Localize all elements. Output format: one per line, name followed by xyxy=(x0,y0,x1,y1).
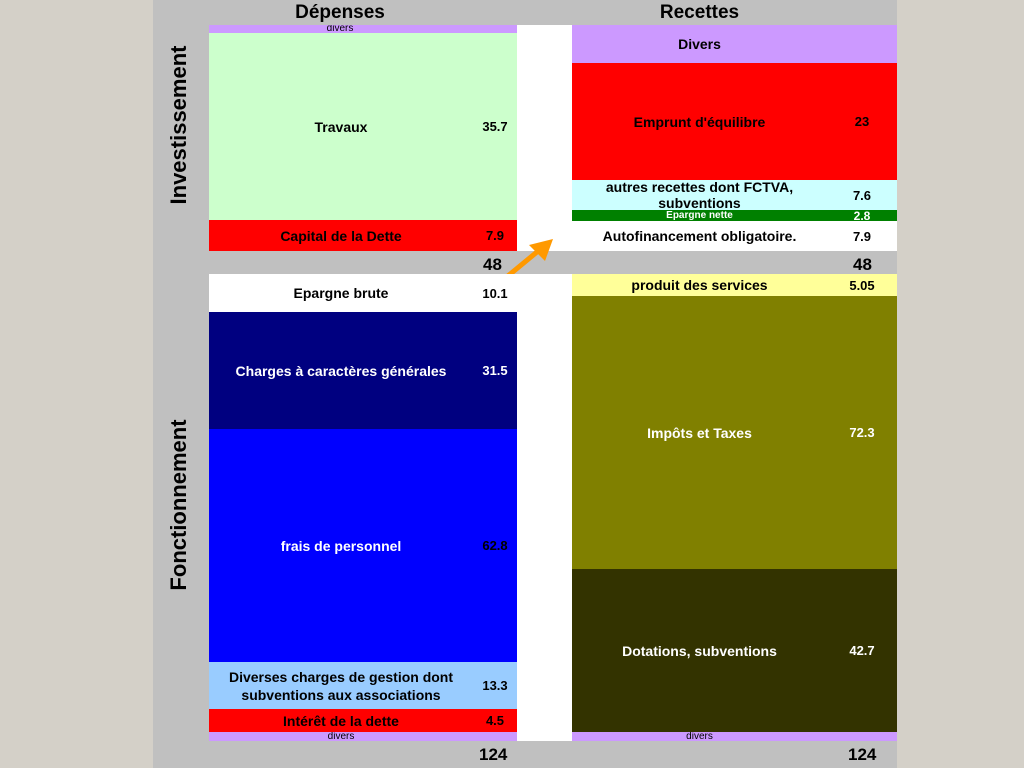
bar-segment: Epargne nette 2.8 xyxy=(572,210,897,221)
segment-label: Epargne brute xyxy=(293,285,389,301)
section-investissement: Investissement xyxy=(166,45,191,205)
bar-segment: divers xyxy=(209,732,517,741)
bar-segment: Autofinancement obligatoire. 7.9 xyxy=(572,221,897,251)
bar-segment: Epargne brute 10.1 xyxy=(209,274,517,312)
bar-segment: divers xyxy=(572,732,897,741)
segment-value: 35.7 xyxy=(482,119,508,134)
bar-segment: Travaux 35.7 xyxy=(209,33,517,220)
total-label: 124 xyxy=(479,745,508,764)
segment-label: Emprunt d'équilibre xyxy=(633,113,766,130)
segment-value: 31.5 xyxy=(482,363,508,378)
segment-value: 7.9 xyxy=(852,228,872,244)
bar-segment: Impôts et Taxes 72.3 xyxy=(572,296,897,569)
segment-label: divers xyxy=(686,732,713,741)
segment-value: 62.8 xyxy=(482,538,508,553)
segment-value: 13.3 xyxy=(482,678,508,693)
segment-label: Epargne nette xyxy=(666,210,733,221)
segment-label: autres recettes dont FCTVA, subventions xyxy=(605,180,794,210)
bar-segment: Emprunt d'équilibre 23 xyxy=(572,63,897,180)
header-depenses: Dépenses xyxy=(295,2,385,23)
section-fonctionnement: Fonctionnement xyxy=(166,419,191,591)
bar-segment: frais de personnel 62.8 xyxy=(209,429,517,662)
segment-label: divers xyxy=(327,732,355,741)
bar-segment: Capital de la Dette 7.9 xyxy=(209,220,517,251)
segment-value: 42.7 xyxy=(849,643,875,658)
middle-strip-top xyxy=(517,25,572,251)
segment-label: Intérêt de la dette xyxy=(283,712,399,729)
segment-label: Capital de la Dette xyxy=(280,227,402,244)
bar-segment: Diverses charges de gestion dont subvent… xyxy=(209,662,517,709)
segment-label: Divers xyxy=(678,36,721,52)
total-label: 48 xyxy=(483,255,502,274)
segment-label: produit des services xyxy=(631,277,768,293)
segment-label: Dotations, subventions xyxy=(622,642,777,659)
segment-value: 23 xyxy=(854,114,870,129)
middle-strip-bottom xyxy=(517,274,572,741)
segment-value: 2.8 xyxy=(853,210,871,221)
bar-segment: produit des services 5.05 xyxy=(572,274,897,296)
segment-value: 72.3 xyxy=(849,425,875,440)
segment-label: Impôts et Taxes xyxy=(647,424,752,441)
segment-label: Autofinancement obligatoire. xyxy=(602,228,797,244)
segment-value: 7.9 xyxy=(485,228,505,243)
total-label: 48 xyxy=(853,255,872,274)
header-recettes: Recettes xyxy=(659,2,740,23)
budget-panel: Dépenses Recettes Investissement Fonctio… xyxy=(153,0,897,768)
segment-value: 5.05 xyxy=(849,277,875,293)
segment-label: frais de personnel xyxy=(280,537,402,554)
bar-segment: Charges à caractères générales 31.5 xyxy=(209,312,517,429)
segment-label: Travaux xyxy=(314,118,368,135)
bar-segment: divers xyxy=(209,25,517,33)
segment-value: 4.5 xyxy=(485,713,505,728)
bar-segment: Divers xyxy=(572,25,897,63)
segment-label: Diverses charges de gestion dont subvent… xyxy=(228,668,454,703)
total-label: 124 xyxy=(848,745,877,764)
segment-value: 7.6 xyxy=(852,187,872,203)
segment-label: Charges à caractères générales xyxy=(235,362,447,379)
segment-value: 10.1 xyxy=(482,285,508,301)
bar-segment: Dotations, subventions 42.7 xyxy=(572,569,897,732)
bar-segment: Intérêt de la dette 4.5 xyxy=(209,709,517,732)
bar-segment: autres recettes dont FCTVA, subventions … xyxy=(572,180,897,210)
segment-label: divers xyxy=(326,25,354,33)
